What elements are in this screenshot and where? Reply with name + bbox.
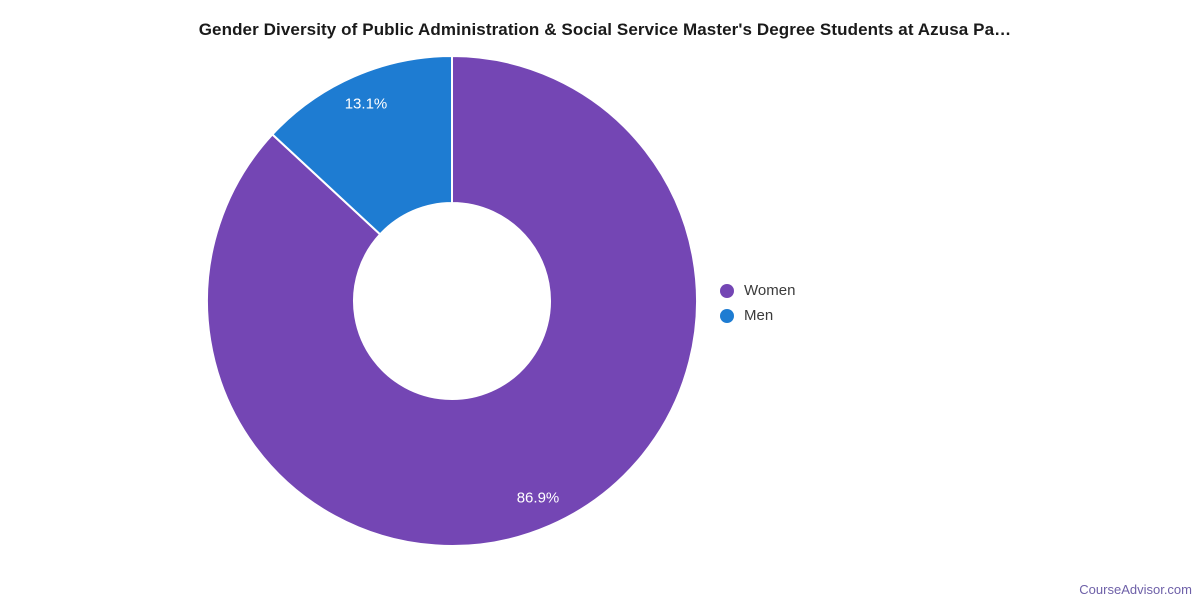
legend-swatch-women-icon <box>720 283 734 298</box>
slice-men[interactable] <box>270 54 453 236</box>
watermark-courseadvisor[interactable]: CourseAdvisor.com <box>1079 582 1192 597</box>
legend-label-women: Women <box>744 282 796 299</box>
slice-label-women: 86.9% <box>517 490 560 507</box>
legend-item-men[interactable]: Men <box>720 303 795 328</box>
chart-title: Gender Diversity of Public Administratio… <box>198 20 1012 39</box>
legend-swatch-men-icon <box>720 308 734 323</box>
slice-women[interactable] <box>206 54 698 547</box>
legend: Women Men <box>720 278 795 328</box>
legend-label-men: Men <box>744 307 774 324</box>
slice-label-men: 13.1% <box>345 95 388 112</box>
legend-item-women[interactable]: Women <box>720 278 795 303</box>
